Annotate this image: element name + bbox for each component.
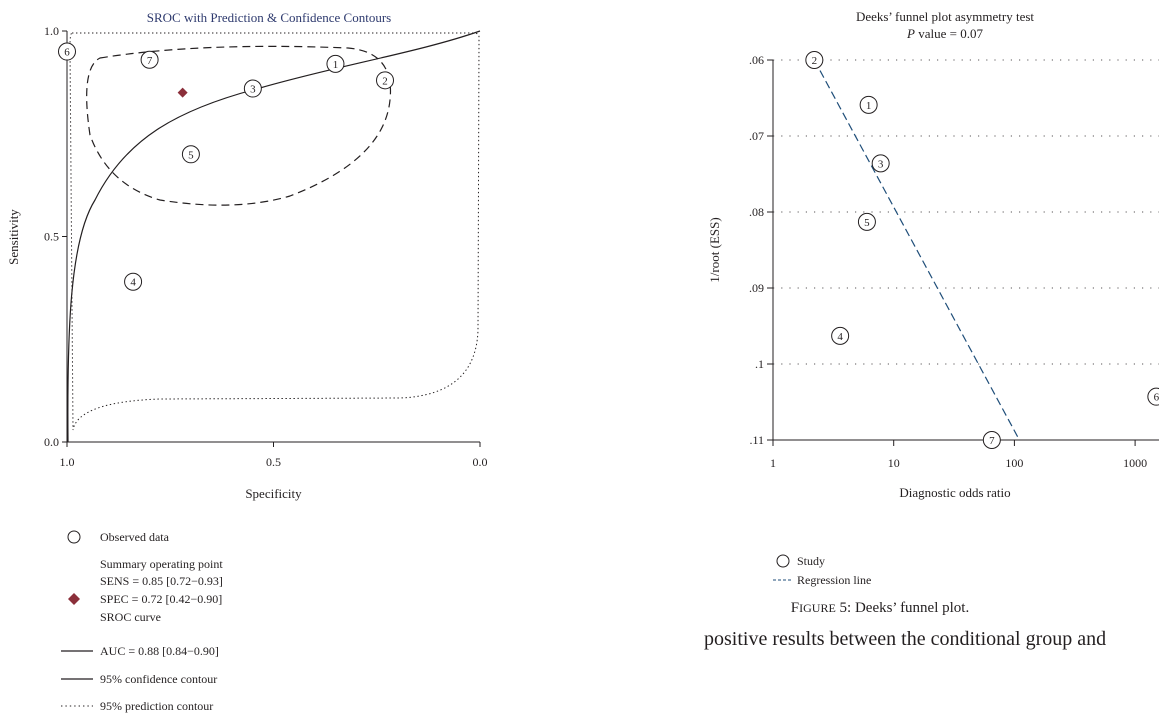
funnel-y-tick-label: .06 xyxy=(749,53,764,67)
funnel-study-7-marker xyxy=(982,431,1001,449)
sroc-study-4-label: 4 xyxy=(130,277,136,289)
funnel-study-2-marker xyxy=(805,51,824,69)
funnel-subtitle: P value = 0.07 xyxy=(906,26,983,41)
sroc-title: SROC with Prediction & Confidence Contou… xyxy=(147,10,391,25)
legend-summary-title: Summary operating point xyxy=(100,557,223,571)
sroc-study-3-marker xyxy=(243,79,262,98)
legend-observed-marker xyxy=(67,530,81,544)
sroc-study-5-marker xyxy=(181,145,200,164)
funnel-legend-study-text: Study xyxy=(797,554,825,568)
funnel-legend-regression-text: Regression line xyxy=(797,573,871,587)
legend-prediction-text: 95% prediction contour xyxy=(100,699,213,713)
figure-caption-part-0: F xyxy=(791,600,799,616)
funnel-y-tick-label: .1 xyxy=(755,357,764,371)
funnel-study-4-label: 4 xyxy=(837,331,843,343)
funnel-legend-study-marker xyxy=(776,554,790,568)
funnel-subtitle-p: P xyxy=(906,26,915,41)
sroc-prediction-contour xyxy=(69,32,480,431)
funnel-study-3-label: 3 xyxy=(878,158,884,170)
sroc-confidence-contour xyxy=(86,45,392,206)
funnel-study-7-label: 7 xyxy=(989,435,995,447)
funnel-x-tick-label: 1 xyxy=(770,456,776,470)
funnel-x-tick-label: 10 xyxy=(888,456,900,470)
sroc-study-5-label: 5 xyxy=(188,149,194,161)
sroc-study-6-label: 6 xyxy=(64,47,70,59)
sroc-summary-point xyxy=(177,87,188,98)
legend-observed-text: Observed data xyxy=(100,530,170,544)
funnel-study-5-label: 5 xyxy=(864,217,870,229)
sroc-study-1-marker xyxy=(326,54,345,73)
legend-sroc-text: SROC curve xyxy=(100,610,161,624)
funnel-study-2-label: 2 xyxy=(812,55,818,67)
funnel-x-axis-label: Diagnostic odds ratio xyxy=(899,485,1010,500)
sroc-study-6-marker xyxy=(58,42,76,61)
body-paragraph-text: positive results between the conditional… xyxy=(704,628,1107,650)
funnel-study-1-marker xyxy=(859,95,878,114)
funnel-study-4-marker xyxy=(831,326,850,345)
funnel-study-6-label: 6 xyxy=(1154,392,1159,404)
funnel-study-5-marker xyxy=(857,212,876,231)
funnel-y-tick-label: .09 xyxy=(749,281,764,295)
sroc-y-tick-label: 0.0 xyxy=(44,435,59,449)
sroc-x-tick-label: 0.5 xyxy=(266,455,281,469)
sroc-study-1-label: 1 xyxy=(333,59,339,71)
sroc-x-tick-label: 1.0 xyxy=(60,455,75,469)
funnel-y-tick-label: .11 xyxy=(749,433,764,447)
sroc-study-7-label: 7 xyxy=(147,55,153,67)
figure-caption-part-2: 5: Deeks’ funnel plot. xyxy=(836,600,969,616)
figure-caption: FIGURE 5: Deeks’ funnel plot. xyxy=(791,600,969,616)
sroc-y-tick-label: 0.5 xyxy=(44,230,59,244)
funnel-study-6-marker xyxy=(1147,387,1159,406)
funnel-y-axis-label: 1/root (ESS) xyxy=(707,217,722,282)
funnel-x-tick-label: 100 xyxy=(1005,456,1023,470)
legend-confidence-text: 95% confidence contour xyxy=(100,672,217,686)
funnel-study-3-marker xyxy=(871,154,890,173)
legend-auc-text: AUC = 0.88 [0.84−0.90] xyxy=(100,644,219,658)
sroc-x-tick-label: 0.0 xyxy=(473,455,488,469)
sroc-y-tick-label: 1.0 xyxy=(44,24,59,38)
sroc-study-4-marker xyxy=(124,272,143,291)
legend-sens-text: SENS = 0.85 [0.72−0.93] xyxy=(100,574,223,588)
sroc-study-2-marker xyxy=(376,71,395,90)
sroc-y-axis-label: Sensitivity xyxy=(6,209,21,265)
funnel-y-tick-label: .08 xyxy=(749,205,764,219)
funnel-regression-line xyxy=(813,59,1020,441)
funnel-study-1-label: 1 xyxy=(866,100,872,112)
figure-caption-part-1: IGURE xyxy=(799,601,836,615)
funnel-subtitle-value: value = 0.07 xyxy=(915,26,983,41)
legend-spec-text: SPEC = 0.72 [0.42−0.90] xyxy=(100,592,222,606)
sroc-study-3-label: 3 xyxy=(250,84,256,96)
sroc-curve xyxy=(67,30,481,443)
funnel-y-tick-label: .07 xyxy=(749,129,764,143)
sroc-study-2-label: 2 xyxy=(382,75,388,87)
funnel-x-tick-label: 1000 xyxy=(1123,456,1147,470)
sroc-x-axis-label: Specificity xyxy=(245,486,302,501)
funnel-title: Deeks’ funnel plot asymmetry test xyxy=(856,9,1034,24)
sroc-study-7-marker xyxy=(140,50,159,69)
legend-summary-marker xyxy=(68,593,80,605)
